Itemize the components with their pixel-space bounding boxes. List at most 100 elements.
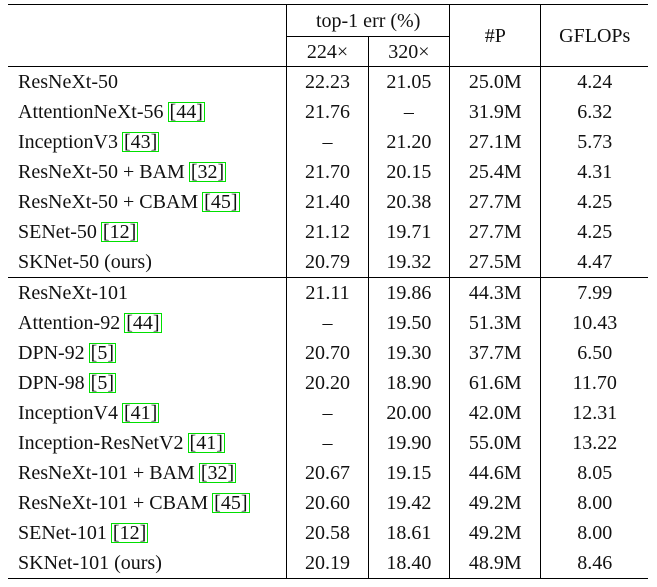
model-cell: InceptionV3 [43] (8, 127, 287, 157)
err-224-cell: 20.19 (286, 548, 369, 579)
table-row: Inception-ResNetV2 [41] –19.90 55.0M 13.22 (8, 428, 648, 458)
citation-link[interactable]: [44] (167, 101, 205, 123)
model-name: ResNeXt-101 + CBAM (18, 492, 209, 514)
params-cell: 44.3M (449, 277, 541, 308)
table-row: InceptionV3 [43] –21.20 27.1M 5.73 (8, 127, 648, 157)
model-cell: ResNeXt-50 + BAM [32] (8, 157, 287, 187)
params-cell: 27.5M (449, 247, 541, 278)
citation-link[interactable]: [45] (212, 492, 250, 514)
gflops-cell: 7.99 (540, 277, 648, 308)
citation-link[interactable]: [32] (198, 462, 237, 484)
table-row: ResNeXt-101 + CBAM [45] 20.60 19.42 49.2M 8.0… (8, 488, 648, 518)
gflops-cell: 8.46 (540, 548, 648, 579)
results-table: top-1 err (%) #P GFLOPs 224× 320× ResNeX… (8, 4, 648, 579)
citation-number: 32 (207, 462, 228, 484)
err-224-cell: – (286, 127, 369, 157)
gflops-cell: 6.32 (540, 97, 648, 127)
err-320-cell: 20.00 (367, 398, 450, 428)
err-224-cell: – (286, 308, 369, 338)
citation-link[interactable]: [45] (202, 191, 240, 213)
err-224-cell: 21.76 (286, 97, 369, 127)
table-row: SENet-101 [12] 20.58 18.61 49.2M 8.00 (8, 518, 648, 548)
header-params: #P (449, 4, 541, 67)
params-cell: 49.2M (449, 488, 541, 518)
params-cell: 27.1M (449, 127, 541, 157)
citation-link[interactable]: [41] (121, 402, 160, 424)
err-224-cell: – (286, 428, 369, 458)
model-name: InceptionV4 (18, 402, 118, 424)
model-name: DPN-92 (18, 342, 85, 364)
citation-link[interactable]: [5] (88, 342, 117, 364)
model-name: SENet-50 (18, 221, 97, 243)
model-name: SKNet-101 (ours) (18, 552, 162, 574)
table-row: SKNet-50 (ours) 20.79 19.32 27.5M 4.47 (8, 247, 648, 278)
gflops-cell: 13.22 (540, 428, 648, 458)
header-gflops: GFLOPs (540, 4, 648, 67)
params-cell: 61.6M (449, 368, 541, 398)
model-cell: ResNeXt-101 + CBAM [45] (8, 488, 287, 518)
model-name: ResNeXt-101 (18, 282, 128, 304)
model-name: AttentionNeXt-56 (18, 101, 164, 123)
err-320-cell: 18.40 (367, 548, 450, 579)
gflops-cell: 8.00 (540, 518, 648, 548)
model-cell: ResNeXt-101 + BAM [32] (8, 458, 287, 488)
citation-link[interactable]: [43] (121, 131, 160, 153)
gflops-cell: 4.25 (540, 217, 648, 247)
citation-number: 5 (97, 372, 108, 394)
citation-link[interactable]: [5] (88, 372, 117, 394)
err-224-cell: 20.60 (286, 488, 369, 518)
gflops-cell: 10.43 (540, 308, 648, 338)
citation-link[interactable]: [12] (110, 522, 149, 544)
params-cell: 27.7M (449, 187, 541, 217)
citation-link[interactable]: [44] (124, 312, 162, 334)
citation-number: 45 (220, 492, 241, 514)
citation-number: 12 (109, 221, 130, 243)
citation-link[interactable]: [41] (187, 432, 225, 454)
err-320-cell: – (367, 97, 450, 127)
header-model-blank (8, 4, 287, 67)
err-320-cell: 20.38 (367, 187, 450, 217)
citation-number: 43 (130, 131, 151, 153)
table-row: SKNet-101 (ours) 20.19 18.40 48.9M 8.46 (8, 548, 648, 579)
err-320-cell: 19.71 (367, 217, 450, 247)
model-cell: ResNeXt-50 + CBAM [45] (8, 187, 287, 217)
header-224: 224× (286, 36, 369, 67)
gflops-cell: 4.24 (540, 66, 648, 97)
err-320-cell: 18.90 (367, 368, 450, 398)
err-224-cell: 21.11 (286, 277, 369, 308)
table-row: Attention-92 [44] –19.50 51.3M 10.43 (8, 308, 648, 338)
model-cell: Inception-ResNetV2 [41] (8, 428, 287, 458)
err-320-cell: 21.20 (367, 127, 450, 157)
table-row: ResNeXt-50 + BAM [32] 21.70 20.15 25.4M 4.31 (8, 157, 648, 187)
model-name: ResNeXt-50 + CBAM (18, 191, 199, 213)
err-224-cell: – (286, 398, 369, 428)
header-320: 320× (367, 36, 450, 67)
citation-number: 41 (130, 402, 151, 424)
err-320-cell: 19.42 (367, 488, 450, 518)
model-cell: Attention-92 [44] (8, 308, 287, 338)
params-cell: 25.4M (449, 157, 541, 187)
citation-link[interactable]: [32] (188, 161, 227, 183)
model-name: ResNeXt-101 + BAM (18, 462, 195, 484)
model-cell: DPN-98 [5] (8, 368, 287, 398)
params-cell: 49.2M (449, 518, 541, 548)
err-320-cell: 19.32 (367, 247, 450, 278)
err-320-cell: 20.15 (367, 157, 450, 187)
err-320-cell: 19.15 (367, 458, 450, 488)
citation-number: 12 (119, 522, 140, 544)
params-cell: 25.0M (449, 66, 541, 97)
model-name: SENet-101 (18, 522, 107, 544)
model-cell: SENet-50 [12] (8, 217, 287, 247)
citation-number: 41 (196, 432, 217, 454)
citation-link[interactable]: [12] (100, 221, 139, 243)
table-row: ResNeXt-101 + BAM [32] 20.67 19.15 44.6M 8.05 (8, 458, 648, 488)
params-cell: 31.9M (449, 97, 541, 127)
err-320-cell: 19.86 (367, 277, 450, 308)
err-224-cell: 20.58 (286, 518, 369, 548)
citation-number: 44 (132, 312, 153, 334)
gflops-cell: 8.00 (540, 488, 648, 518)
params-cell: 51.3M (449, 308, 541, 338)
gflops-cell: 4.47 (540, 247, 648, 278)
table-row: DPN-98 [5] 20.20 18.90 61.6M 11.70 (8, 368, 648, 398)
err-224-cell: 20.79 (286, 247, 369, 278)
